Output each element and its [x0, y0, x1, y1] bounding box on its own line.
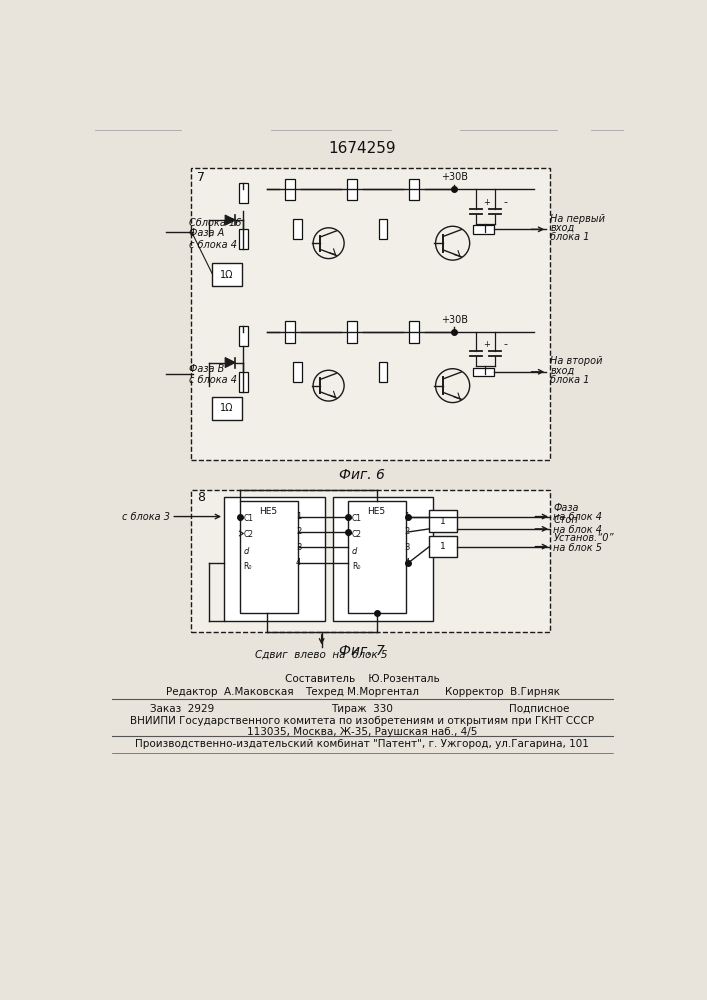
Text: +: +	[484, 198, 491, 207]
Text: на блок 5: на блок 5	[554, 543, 602, 553]
Text: Сдвиг  влево  на  блок 5: Сдвиг влево на блок 5	[255, 650, 388, 660]
Text: 1: 1	[296, 512, 301, 521]
Text: -: -	[503, 197, 507, 207]
Text: Производственно-издательский комбинат "Патент", г. Ужгород, ул.Гагарина, 101: Производственно-издательский комбинат "П…	[135, 739, 589, 749]
Bar	[473, 368, 494, 376]
Bar	[285, 179, 295, 200]
Text: вход: вход	[550, 365, 575, 375]
Bar	[332, 497, 433, 620]
Text: НЕ5: НЕ5	[368, 507, 386, 516]
Text: Фаза В: Фаза В	[189, 364, 225, 374]
Text: ВНИИПИ Государственного комитета по изобретениям и открытиям при ГКНТ СССР: ВНИИПИ Государственного комитета по изоб…	[130, 716, 594, 726]
Text: Сблока 16: Сблока 16	[189, 218, 242, 228]
Text: Редактор  А.Маковская: Редактор А.Маковская	[166, 687, 293, 697]
Text: Корректор  В.Гирняк: Корректор В.Гирняк	[445, 687, 559, 697]
Text: R₀: R₀	[243, 562, 252, 571]
Bar	[347, 321, 356, 343]
Text: 4: 4	[404, 558, 410, 567]
Text: Тираж  330: Тираж 330	[331, 704, 393, 714]
Bar	[240, 501, 298, 613]
Bar	[239, 372, 247, 392]
Bar	[409, 321, 419, 343]
Bar	[239, 326, 247, 346]
Text: d: d	[352, 547, 357, 556]
Text: с блока 4: с блока 4	[189, 375, 237, 385]
Text: Техред М.Моргентал: Техред М.Моргентал	[305, 687, 419, 697]
Text: 113035, Москва, Ж-35, Раушская наб., 4/5: 113035, Москва, Ж-35, Раушская наб., 4/5	[247, 727, 477, 737]
Text: C1: C1	[352, 514, 362, 523]
Text: +30В: +30В	[440, 315, 467, 325]
Text: Подписное: Подписное	[508, 704, 569, 714]
Text: C1: C1	[243, 514, 253, 523]
Bar	[379, 362, 387, 382]
Bar	[192, 168, 549, 460]
Text: 8: 8	[197, 491, 205, 504]
Text: Фиг. 6: Фиг. 6	[339, 468, 385, 482]
Text: C2: C2	[243, 530, 253, 539]
Text: Составитель    Ю.Розенталь: Составитель Ю.Розенталь	[285, 674, 439, 684]
Text: +30В: +30В	[440, 172, 467, 182]
Text: 1Ω: 1Ω	[221, 403, 234, 413]
Text: 4: 4	[296, 558, 301, 567]
Bar	[348, 501, 406, 613]
Text: блока 1: блока 1	[550, 375, 590, 385]
Text: 1: 1	[440, 542, 445, 551]
Text: НЕ5: НЕ5	[259, 507, 277, 516]
Text: 3: 3	[404, 543, 410, 552]
Text: на блок 4: на блок 4	[554, 525, 602, 535]
Bar	[212, 397, 242, 420]
Bar	[285, 321, 295, 343]
Text: вход: вход	[550, 223, 575, 233]
Text: с блока 4: с блока 4	[189, 240, 237, 250]
Text: C2: C2	[352, 530, 362, 539]
Text: Фиг. 7: Фиг. 7	[339, 644, 385, 658]
Text: R₀: R₀	[352, 562, 361, 571]
Bar	[429, 510, 457, 532]
Text: 1674259: 1674259	[328, 141, 396, 156]
Text: На второй: На второй	[550, 356, 603, 366]
Text: -: -	[503, 339, 507, 349]
Text: 1: 1	[440, 517, 445, 526]
Text: 1Ω: 1Ω	[221, 270, 234, 280]
Text: На первый: На первый	[550, 214, 605, 224]
Bar	[429, 536, 457, 557]
Text: на блок 4: на блок 4	[554, 512, 602, 522]
Bar	[293, 362, 302, 382]
Bar	[379, 219, 387, 239]
Text: блока 1: блока 1	[550, 232, 590, 242]
Text: d: d	[243, 547, 249, 556]
Text: Стоп: Стоп	[554, 515, 578, 525]
Text: 3: 3	[296, 543, 301, 552]
Text: Установ.“0”: Установ.“0”	[554, 533, 614, 543]
Bar	[239, 229, 247, 249]
Text: с блока 3: с блока 3	[122, 512, 170, 522]
Bar	[293, 219, 302, 239]
Polygon shape	[225, 215, 235, 225]
Text: 7: 7	[197, 171, 205, 184]
Polygon shape	[225, 358, 235, 368]
Bar	[239, 183, 247, 203]
Bar	[224, 497, 325, 620]
Text: Заказ  2929: Заказ 2929	[151, 704, 215, 714]
Text: 2: 2	[404, 527, 410, 536]
Text: +: +	[484, 340, 491, 349]
Bar	[212, 263, 242, 286]
Bar	[409, 179, 419, 200]
Bar	[192, 490, 549, 632]
Text: 2: 2	[296, 527, 301, 536]
Bar	[473, 225, 494, 234]
Text: 1: 1	[404, 512, 410, 521]
Text: Фаза А: Фаза А	[189, 228, 224, 237]
Text: Фаза: Фаза	[554, 503, 579, 513]
Bar	[347, 179, 356, 200]
